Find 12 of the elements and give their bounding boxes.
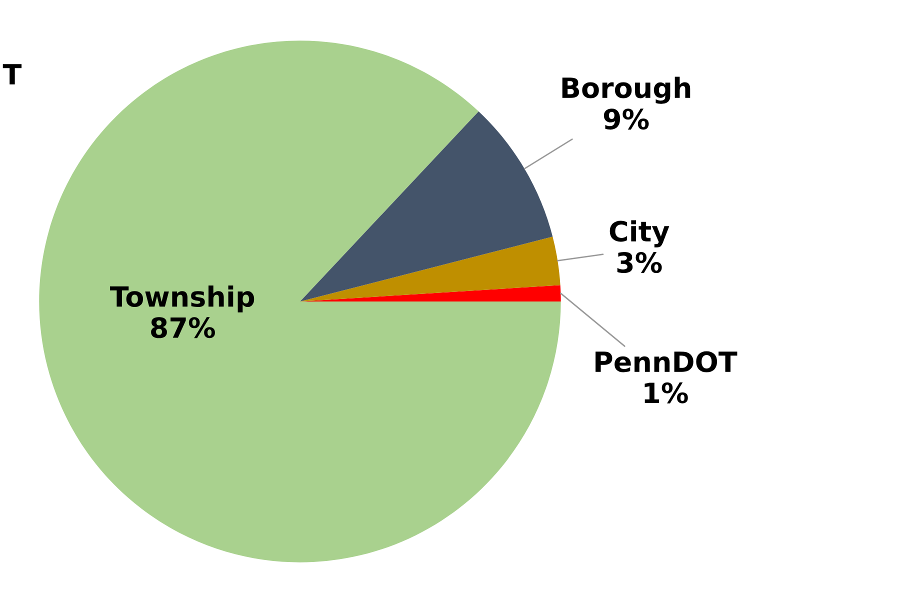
data-label: 1% (644, 382, 688, 404)
slice-label: Township (110, 286, 254, 312)
data-label: 9% (604, 108, 649, 130)
text: T (2, 64, 22, 84)
slice-label: City (610, 220, 670, 248)
slice-label: PennDOT (596, 351, 738, 372)
slice-label: Borough (562, 76, 690, 104)
pie-slice (39, 40, 561, 562)
data-label: 87% (151, 317, 215, 338)
pie-slice (300, 111, 553, 302)
pie-slice (300, 236, 560, 302)
data-label: 3% (617, 252, 662, 274)
